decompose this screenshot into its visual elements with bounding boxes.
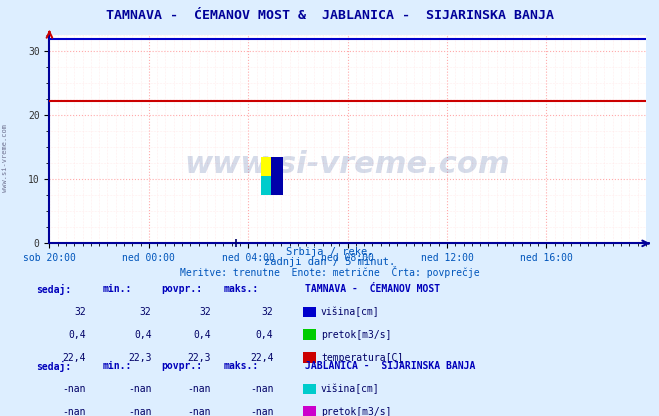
Text: 22,3: 22,3: [128, 353, 152, 363]
Text: povpr.:: povpr.:: [161, 361, 202, 371]
Text: pretok[m3/s]: pretok[m3/s]: [321, 330, 391, 340]
Text: -nan: -nan: [250, 384, 273, 394]
Text: 0,4: 0,4: [68, 330, 86, 340]
Text: 0,4: 0,4: [134, 330, 152, 340]
Text: 22,4: 22,4: [250, 353, 273, 363]
Text: TAMNAVA -  ĆEMANOV MOST: TAMNAVA - ĆEMANOV MOST: [305, 284, 440, 294]
Text: -nan: -nan: [187, 407, 211, 416]
Text: višina[cm]: višina[cm]: [321, 384, 380, 394]
Text: -nan: -nan: [187, 384, 211, 394]
Text: 32: 32: [140, 307, 152, 317]
Bar: [261, 176, 271, 196]
Text: pretok[m3/s]: pretok[m3/s]: [321, 407, 391, 416]
Text: -nan: -nan: [128, 384, 152, 394]
Text: maks.:: maks.:: [224, 361, 259, 371]
Text: min.:: min.:: [102, 284, 132, 294]
Text: Srbija / reke.: Srbija / reke.: [286, 247, 373, 257]
Text: 0,4: 0,4: [256, 330, 273, 340]
Text: temperatura[C]: temperatura[C]: [321, 353, 403, 363]
Bar: [261, 157, 272, 176]
Text: JABLANICA -  SIJARINSKA BANJA: JABLANICA - SIJARINSKA BANJA: [305, 361, 476, 371]
Text: -nan: -nan: [250, 407, 273, 416]
Text: Meritve: trenutne  Enote: metrične  Črta: povprečje: Meritve: trenutne Enote: metrične Črta: …: [180, 267, 479, 278]
Text: povpr.:: povpr.:: [161, 284, 202, 294]
Text: -nan: -nan: [62, 384, 86, 394]
Text: -nan: -nan: [62, 407, 86, 416]
Text: 0,4: 0,4: [193, 330, 211, 340]
Text: TAMNAVA -  ĆEMANOV MOST &  JABLANICA -  SIJARINSKA BANJA: TAMNAVA - ĆEMANOV MOST & JABLANICA - SIJ…: [105, 9, 554, 22]
Text: sedaj:: sedaj:: [36, 284, 71, 295]
Text: 32: 32: [199, 307, 211, 317]
Text: zadnji dan / 5 minut.: zadnji dan / 5 minut.: [264, 257, 395, 267]
Text: sedaj:: sedaj:: [36, 361, 71, 371]
Text: 32: 32: [74, 307, 86, 317]
Text: min.:: min.:: [102, 361, 132, 371]
Text: -nan: -nan: [128, 407, 152, 416]
Text: višina[cm]: višina[cm]: [321, 307, 380, 317]
Bar: [271, 157, 283, 196]
Text: www.si-vreme.com: www.si-vreme.com: [185, 150, 511, 179]
Text: 22,3: 22,3: [187, 353, 211, 363]
Text: 22,4: 22,4: [62, 353, 86, 363]
Text: www.si-vreme.com: www.si-vreme.com: [2, 124, 9, 192]
Text: maks.:: maks.:: [224, 284, 259, 294]
Text: 32: 32: [262, 307, 273, 317]
